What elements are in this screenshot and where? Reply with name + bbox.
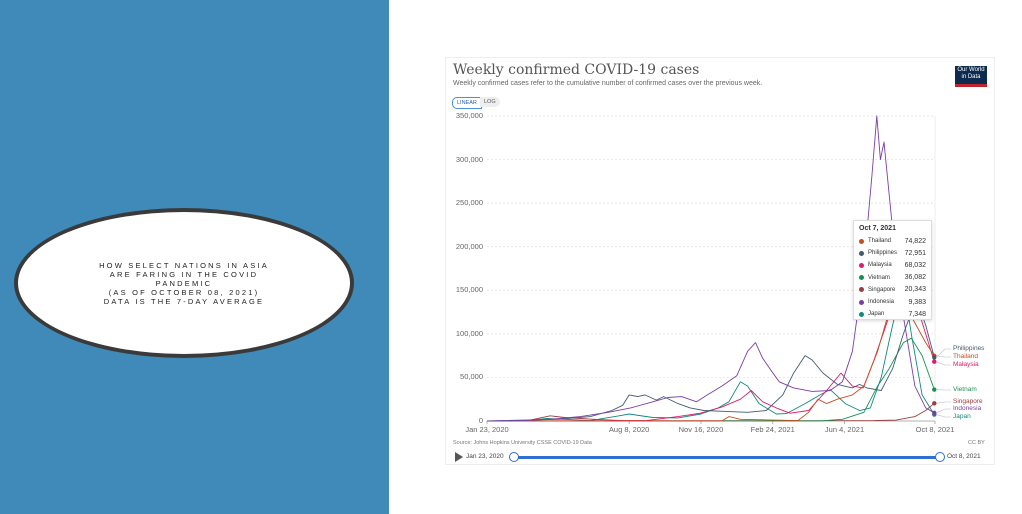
play-icon[interactable] — [455, 452, 463, 462]
legend-dot-icon — [859, 275, 864, 281]
legend-dot-icon — [859, 299, 864, 305]
y-tick-label: 350,000 — [455, 111, 483, 120]
chart-subtitle: Weekly confirmed cases refer to the cumu… — [453, 80, 763, 87]
owid-logo[interactable]: Our World in Data — [955, 66, 987, 87]
tooltip-row: Vietnam 36,082 — [859, 272, 926, 284]
legend-dot-icon — [859, 311, 864, 317]
series-end-point-malaysia[interactable] — [932, 359, 937, 364]
tooltip-value: 72,951 — [904, 249, 926, 257]
timeline-start-label: Jan 23, 2020 — [466, 453, 504, 460]
tooltip-country: Philippines — [868, 250, 898, 257]
tooltip-value: 74,822 — [904, 237, 926, 245]
y-tick-label: 50,000 — [460, 372, 483, 382]
x-tick-label: Aug 8, 2020 — [608, 425, 650, 434]
tooltip-country: Japan — [868, 311, 885, 318]
timeline-slider-track[interactable] — [514, 456, 940, 459]
series-label-japan[interactable]: Japan — [953, 413, 971, 420]
label-connector — [936, 408, 951, 414]
tooltip-country: Thailand — [868, 238, 892, 245]
label-connector — [936, 361, 951, 366]
tooltip-country: Singapore — [868, 286, 896, 293]
tooltip-date: Oct 7, 2021 — [859, 225, 896, 232]
series-end-point-indonesia[interactable] — [932, 410, 937, 416]
series-line-philippines[interactable] — [486, 298, 935, 422]
series-end-point-philippines[interactable] — [932, 355, 937, 360]
series-end-point-singapore[interactable] — [932, 401, 937, 406]
tooltip-row: Philippines 72,951 — [859, 247, 926, 259]
label-connector — [936, 414, 951, 418]
slide-title-text: HOW SELECT NATIONS IN ASIA ARE FARING IN… — [99, 260, 269, 306]
source-note[interactable]: Source: Johns Hopkins University CSSE CO… — [453, 440, 592, 446]
series-label-singapore[interactable]: Singapore — [953, 398, 983, 405]
y-tick-label: 250,000 — [455, 198, 483, 208]
y-tick-label: 200,000 — [455, 241, 483, 251]
timeline-end-handle[interactable] — [935, 452, 945, 462]
y-tick-label: 300,000 — [455, 154, 483, 164]
tooltip-country: Malaysia — [868, 262, 892, 269]
tooltip-value: 68,032 — [904, 261, 926, 269]
tooltip-value: 20,343 — [904, 286, 926, 294]
x-tick-label: Jun 4, 2021 — [824, 425, 865, 434]
chart-card — [445, 57, 995, 465]
tooltip-row: Indonesia 9,383 — [859, 296, 926, 308]
tooltip-value: 9,383 — [908, 298, 926, 306]
chart-tooltip: Oct 7, 2021 Thailand 74,822 Philippines 72,… — [853, 220, 932, 320]
slide-left-panel: HOW SELECT NATIONS IN ASIA ARE FARING IN… — [0, 0, 389, 514]
legend-dot-icon — [859, 262, 864, 268]
x-tick-label: Feb 24, 2021 — [750, 425, 795, 434]
label-connector — [936, 401, 951, 404]
linear-scale-button[interactable]: LINEAR — [452, 97, 482, 109]
series-line-indonesia[interactable] — [486, 115, 935, 422]
log-scale-button[interactable]: LOG — [480, 97, 500, 107]
tooltip-country: Vietnam — [868, 274, 890, 281]
timeline-start-handle[interactable] — [509, 452, 519, 462]
series-label-thailand[interactable]: Thailand — [953, 353, 978, 360]
tooltip-row: Thailand 74,822 — [859, 235, 926, 247]
series-label-indonesia[interactable]: Indonesia — [953, 405, 982, 412]
label-connector — [936, 348, 951, 358]
tooltip-row: Japan 7,348 — [859, 308, 926, 320]
legend-dot-icon — [859, 250, 864, 256]
tooltip-value: 36,082 — [904, 274, 926, 282]
label-connector — [936, 355, 951, 358]
x-tick-label: Oct 8, 2021 — [915, 425, 955, 434]
license-link[interactable]: CC BY — [968, 440, 985, 446]
series-label-malaysia[interactable]: Malaysia — [953, 361, 979, 368]
series-end-point-vietnam[interactable] — [932, 387, 937, 392]
timeline-end-label: Oct 8, 2021 — [947, 453, 981, 460]
chart-title: Weekly confirmed COVID-19 cases — [453, 62, 700, 78]
series-label-vietnam[interactable]: Vietnam — [953, 386, 977, 393]
legend-dot-icon — [859, 287, 864, 293]
y-tick-label: 100,000 — [455, 328, 483, 338]
legend-dot-icon — [859, 238, 864, 244]
y-tick-label: 0 — [478, 416, 483, 425]
tooltip-row: Malaysia 68,032 — [859, 259, 926, 271]
tooltip-row: Singapore 20,343 — [859, 284, 926, 296]
y-tick-label: 150,000 — [455, 285, 483, 295]
x-tick-label: Nov 16, 2020 — [678, 425, 724, 434]
series-line-vietnam[interactable] — [486, 337, 935, 422]
series-label-philippines[interactable]: Philippines — [953, 345, 985, 352]
tooltip-country: Indonesia — [868, 299, 895, 306]
x-tick-label: Jan 23, 2020 — [465, 425, 509, 434]
tooltip-value: 7,348 — [908, 310, 926, 318]
title-oval: HOW SELECT NATIONS IN ASIA ARE FARING IN… — [14, 208, 354, 358]
